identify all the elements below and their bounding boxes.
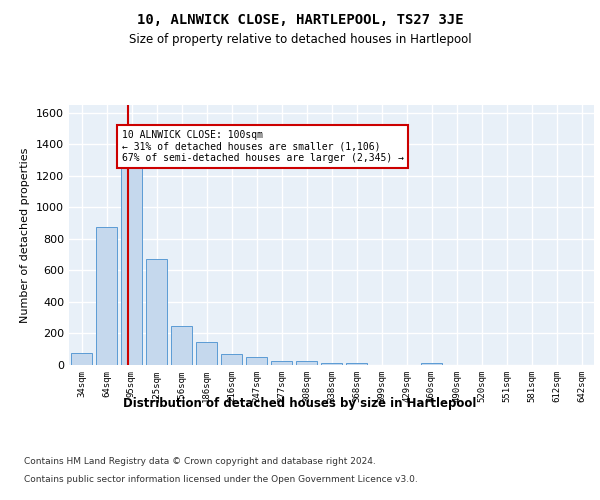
Bar <box>346 364 367 365</box>
Bar <box>171 326 192 365</box>
Text: Distribution of detached houses by size in Hartlepool: Distribution of detached houses by size … <box>124 398 476 410</box>
Text: Contains HM Land Registry data © Crown copyright and database right 2024.: Contains HM Land Registry data © Crown c… <box>24 458 376 466</box>
Bar <box>71 353 92 365</box>
Text: Contains public sector information licensed under the Open Government Licence v3: Contains public sector information licen… <box>24 475 418 484</box>
Bar <box>246 357 267 365</box>
Bar <box>296 361 317 365</box>
Bar <box>146 260 167 365</box>
Text: Size of property relative to detached houses in Hartlepool: Size of property relative to detached ho… <box>128 32 472 46</box>
Bar <box>121 157 142 365</box>
Bar <box>196 342 217 365</box>
Bar <box>321 362 342 365</box>
Text: 10 ALNWICK CLOSE: 100sqm
← 31% of detached houses are smaller (1,106)
67% of sem: 10 ALNWICK CLOSE: 100sqm ← 31% of detach… <box>121 130 404 164</box>
Bar <box>421 362 442 365</box>
Bar <box>271 361 292 365</box>
Bar <box>221 354 242 365</box>
Y-axis label: Number of detached properties: Number of detached properties <box>20 148 31 322</box>
Bar <box>96 227 117 365</box>
Text: 10, ALNWICK CLOSE, HARTLEPOOL, TS27 3JE: 10, ALNWICK CLOSE, HARTLEPOOL, TS27 3JE <box>137 12 463 26</box>
